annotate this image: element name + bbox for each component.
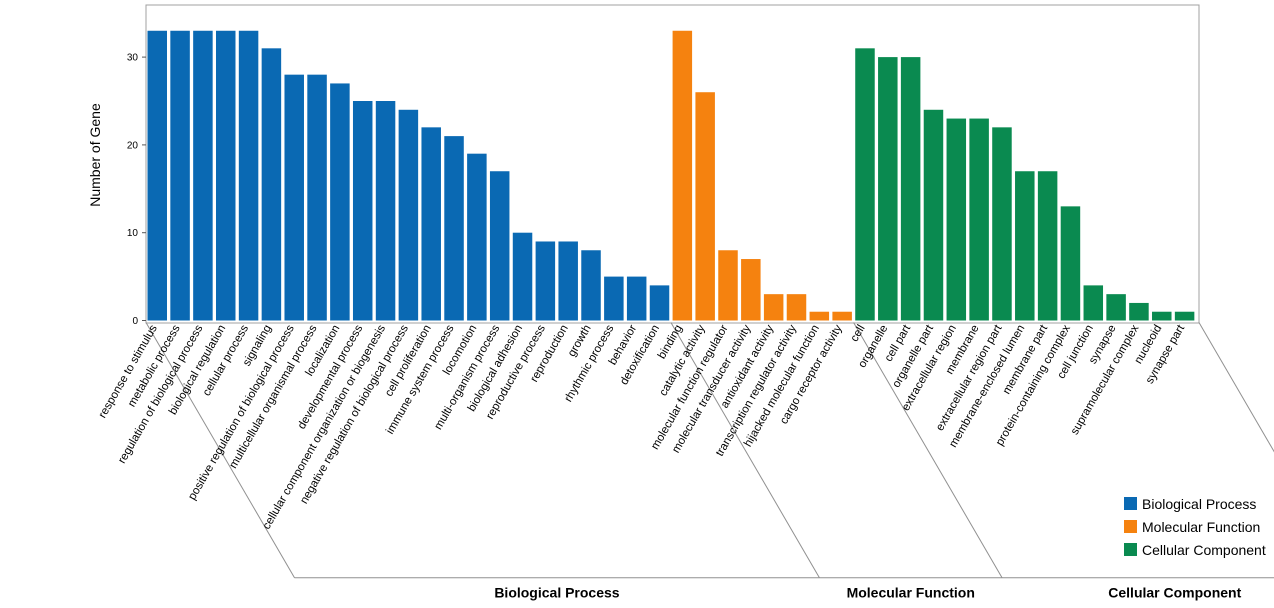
bars [147, 30, 1195, 321]
bar-binding [672, 30, 693, 321]
bar-extracellular-region-part [992, 127, 1012, 321]
bar-developmental-process [352, 101, 373, 321]
group-divider [670, 322, 820, 578]
legend-label-cellular-component: Cellular Component [1142, 542, 1266, 558]
group-divider [145, 322, 295, 578]
bar-positive-regulation-of-biological-process [284, 74, 304, 321]
bar-synapse [1106, 294, 1126, 321]
bar-biological-regulation [215, 30, 236, 321]
group-divider [1198, 322, 1274, 453]
group-title-molecular-function: Molecular Function [847, 585, 975, 601]
legend-label-biological-process: Biological Process [1142, 496, 1256, 512]
bar-multi-organism-process [489, 171, 510, 321]
bar-cell-proliferation [421, 127, 441, 321]
bar-membrane-enclosed-lumen [1015, 171, 1035, 321]
bar-localization [330, 83, 350, 321]
bar-growth [581, 250, 601, 321]
bar-protein-containing-complex [1060, 206, 1081, 321]
legend-label-molecular-function: Molecular Function [1142, 519, 1260, 535]
y-tick-label: 0 [132, 316, 138, 327]
bar-transcription-regulator-activity [786, 294, 807, 321]
legend-swatch-molecular-function [1124, 520, 1137, 533]
bar-multicellular-organismal-process [307, 74, 327, 321]
bar-reproduction [558, 241, 578, 321]
bar-organelle [878, 57, 898, 321]
legend: Biological Process Molecular Function Cell… [1124, 496, 1266, 558]
legend-swatch-biological-process [1124, 497, 1137, 510]
bar-membrane-part [1037, 171, 1058, 321]
bar-catalytic-activity [695, 92, 715, 321]
bar-metabolic-process [170, 30, 190, 321]
bar-cell-junction [1083, 285, 1104, 321]
bar-nucleoid [1152, 311, 1172, 321]
bar-detoxification [649, 285, 670, 321]
bar-negative-regulation-of-biological-process [398, 109, 419, 321]
group-divider [853, 322, 1003, 578]
bar-response-to-stimulus [147, 30, 167, 321]
bar-signaling [261, 48, 282, 321]
bar-molecular-transducer-activity [741, 259, 761, 321]
bar-locomotion [467, 153, 487, 321]
group-titles: Biological Process Molecular Function Cell… [494, 585, 1241, 601]
bar-organelle-part [923, 109, 944, 321]
bar-behavior [626, 276, 647, 321]
bar-reproductive-process [535, 241, 556, 321]
bar-hijacked-molecular-function [809, 311, 830, 321]
group-title-cellular-component: Cellular Component [1108, 585, 1241, 601]
y-axis-label: Number of Gene [87, 103, 103, 207]
bar-regulation-of-biological-process [193, 30, 213, 321]
bar-rhythmic-process [604, 276, 624, 321]
group-title-biological-process: Biological Process [494, 585, 619, 601]
bar-cell-part [900, 57, 921, 321]
bar-cargo-receptor-activity [832, 311, 852, 321]
bar-antioxidant-activity [763, 294, 784, 321]
group-dividers [145, 322, 1274, 579]
y-tick-label: 30 [127, 53, 139, 64]
y-tick-label: 20 [127, 140, 139, 151]
bar-cellular-process [238, 30, 259, 321]
plot-frame [145, 4, 1200, 324]
bar-cellular-component-organization-or-biogenesis [375, 101, 396, 321]
bar-supramolecular-complex [1129, 302, 1149, 321]
bar-extracellular-region [946, 118, 967, 321]
bar-biological-adhesion [512, 232, 533, 321]
bar-synapse-part [1174, 311, 1195, 321]
y-tick-label: 10 [127, 228, 139, 239]
bar-membrane [969, 118, 989, 321]
bar-cell [855, 48, 875, 321]
bar-immune-system-process [444, 136, 464, 321]
bar-molecular-function-regulator [718, 250, 738, 321]
y-axis: 0 10 20 30 [127, 53, 146, 327]
legend-swatch-cellular-component [1124, 543, 1137, 556]
